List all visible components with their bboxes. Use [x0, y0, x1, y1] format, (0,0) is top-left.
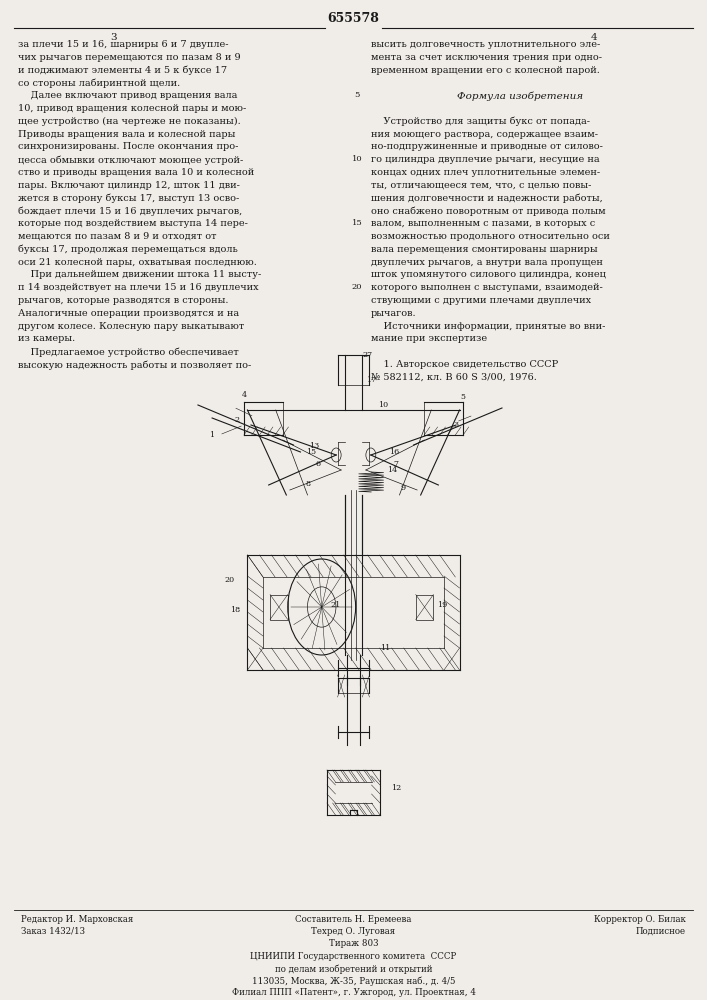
Text: 5: 5 — [460, 393, 466, 401]
Text: двуплечих рычагов, а внутри вала пропущен: двуплечих рычагов, а внутри вала пропуще… — [371, 258, 603, 267]
Text: временном вращении его с колесной парой.: временном вращении его с колесной парой. — [371, 66, 600, 75]
Text: мента за счет исключения трения при одно-: мента за счет исключения трения при одно… — [371, 53, 602, 62]
Text: ты, отличающееся тем, что, с целью повы-: ты, отличающееся тем, что, с целью повы- — [371, 181, 592, 190]
Text: Источники информации, принятые во вни-: Источники информации, принятые во вни- — [371, 322, 606, 331]
Text: Техред О. Луговая: Техред О. Луговая — [311, 927, 396, 936]
Text: оно снабжено поворотным от привода полым: оно снабжено поворотным от привода полым — [371, 206, 606, 216]
Text: 9: 9 — [400, 484, 406, 492]
Text: ство и приводы вращения вала 10 и колесной: ство и приводы вращения вала 10 и колесн… — [18, 168, 254, 177]
Text: 4: 4 — [241, 391, 247, 399]
Text: Редактор И. Марховская: Редактор И. Марховская — [21, 915, 134, 924]
Text: 2: 2 — [234, 416, 240, 424]
Bar — [416, 594, 433, 619]
Text: 21: 21 — [331, 601, 341, 609]
Text: Заказ 1432/13: Заказ 1432/13 — [21, 927, 86, 936]
Text: Предлагаемое устройство обеспечивает: Предлагаемое устройство обеспечивает — [18, 347, 238, 357]
Text: 655578: 655578 — [327, 12, 380, 25]
Text: 4: 4 — [590, 33, 597, 42]
Text: валом, выполненным с пазами, в которых с: валом, выполненным с пазами, в которых с — [371, 219, 595, 228]
Text: 1: 1 — [209, 431, 215, 439]
Text: шения долговечности и надежности работы,: шения долговечности и надежности работы, — [371, 194, 603, 203]
Text: 14: 14 — [387, 466, 397, 474]
Text: При дальнейшем движении штока 11 высту-: При дальнейшем движении штока 11 высту- — [18, 270, 261, 279]
Text: 3: 3 — [110, 33, 117, 42]
Text: 7: 7 — [393, 460, 399, 468]
Text: 15: 15 — [306, 448, 316, 456]
Text: Тираж 803: Тираж 803 — [329, 939, 378, 948]
Text: возможностью продольного относительно оси: возможностью продольного относительно ос… — [371, 232, 610, 241]
Text: Приводы вращения вала и колесной пары: Приводы вращения вала и колесной пары — [18, 130, 235, 139]
Text: Далее включают привод вращения вала: Далее включают привод вращения вала — [18, 91, 237, 100]
Text: ЦНИИПИ Государственного комитета  СССР: ЦНИИПИ Государственного комитета СССР — [250, 952, 457, 961]
Text: щее устройство (на чертеже не показаны).: щее устройство (на чертеже не показаны). — [18, 117, 240, 126]
Text: высить долговечность уплотнительного эле-: высить долговечность уплотнительного эле… — [371, 40, 600, 49]
Text: мещаются по пазам 8 и 9 и отходят от: мещаются по пазам 8 и 9 и отходят от — [18, 232, 216, 241]
Text: Формула изобретения: Формула изобретения — [457, 91, 583, 101]
Text: 20: 20 — [352, 283, 362, 291]
Text: по делам изобретений и открытий: по делам изобретений и открытий — [275, 964, 432, 974]
Text: мание при экспертизе: мание при экспертизе — [371, 334, 487, 343]
Text: шток упомянутого силового цилиндра, конец: шток упомянутого силового цилиндра, коне… — [371, 270, 606, 279]
Text: 17: 17 — [366, 376, 376, 384]
Text: ния моющего раствора, содержащее взаим-: ния моющего раствора, содержащее взаим- — [371, 130, 598, 139]
Text: которого выполнен с выступами, взаимодей-: которого выполнен с выступами, взаимодей… — [371, 283, 603, 292]
Text: синхронизированы. После окончания про-: синхронизированы. После окончания про- — [18, 142, 238, 151]
Text: № 582112, кл. В 60 S 3/00, 1976.: № 582112, кл. В 60 S 3/00, 1976. — [371, 373, 537, 382]
Text: Корректор О. Билак: Корректор О. Билак — [594, 915, 686, 924]
Text: концах одних плеч уплотнительные элемен-: концах одних плеч уплотнительные элемен- — [371, 168, 600, 177]
Text: рычагов, которые разводятся в стороны.: рычагов, которые разводятся в стороны. — [18, 296, 228, 305]
Text: 1. Авторское свидетельство СССР: 1. Авторское свидетельство СССР — [371, 360, 559, 369]
Text: из камеры.: из камеры. — [18, 334, 75, 343]
Text: вала перемещения смонтированы шарниры: вала перемещения смонтированы шарниры — [371, 245, 598, 254]
Text: 5: 5 — [354, 91, 360, 99]
Text: 13: 13 — [310, 442, 320, 450]
Text: Аналогичные операции производятся и на: Аналогичные операции производятся и на — [18, 309, 239, 318]
Text: за плечи 15 и 16, шарниры 6 и 7 двупле-: за плечи 15 и 16, шарниры 6 и 7 двупле- — [18, 40, 228, 49]
Text: п 14 воздействует на плечи 15 и 16 двуплечих: п 14 воздействует на плечи 15 и 16 двупл… — [18, 283, 258, 292]
Text: но-подпружиненные и приводные от силово-: но-подпружиненные и приводные от силово- — [371, 142, 603, 151]
Text: 15: 15 — [351, 219, 363, 227]
Text: Филиал ППП «Патент», г. Ужгород, ул. Проектная, 4: Филиал ППП «Патент», г. Ужгород, ул. Про… — [232, 988, 475, 997]
Text: высокую надежность работы и позволяет по-: высокую надежность работы и позволяет по… — [18, 360, 251, 370]
Text: 10, привод вращения колесной пары и мою-: 10, привод вращения колесной пары и мою- — [18, 104, 246, 113]
Text: чих рычагов перемещаются по пазам 8 и 9: чих рычагов перемещаются по пазам 8 и 9 — [18, 53, 240, 62]
Text: другом колесе. Колесную пару выкатывают: другом колесе. Колесную пару выкатывают — [18, 322, 244, 331]
Text: 3: 3 — [453, 421, 459, 429]
Text: 10: 10 — [351, 155, 363, 163]
Text: Подписное: Подписное — [636, 927, 686, 936]
Text: цесса обмывки отключают моющее устрой-: цесса обмывки отключают моющее устрой- — [18, 155, 243, 165]
Text: 113035, Москва, Ж-35, Раушская наб., д. 4/5: 113035, Москва, Ж-35, Раушская наб., д. … — [252, 976, 455, 986]
Text: со стороны лабиринтной щели.: со стороны лабиринтной щели. — [18, 78, 180, 88]
Text: 8: 8 — [305, 480, 310, 488]
Text: и поджимают элементы 4 и 5 к буксе 17: и поджимают элементы 4 и 5 к буксе 17 — [18, 66, 227, 75]
Text: оси 21 колесной пары, охватывая последнюю.: оси 21 колесной пары, охватывая последню… — [18, 258, 257, 267]
Text: 18: 18 — [230, 606, 240, 614]
Text: 27: 27 — [363, 351, 373, 359]
Text: 19: 19 — [437, 601, 447, 609]
Text: 6: 6 — [315, 460, 321, 468]
Text: 20: 20 — [225, 576, 235, 584]
Text: бождает плечи 15 и 16 двуплечих рычагов,: бождает плечи 15 и 16 двуплечих рычагов, — [18, 206, 242, 216]
Text: жется в сторону буксы 17, выступ 13 осво-: жется в сторону буксы 17, выступ 13 осво… — [18, 194, 239, 203]
Text: 10: 10 — [378, 401, 388, 409]
Text: которые под воздействием выступа 14 пере-: которые под воздействием выступа 14 пере… — [18, 219, 247, 228]
Text: ствующими с другими плечами двуплечих: ствующими с другими плечами двуплечих — [371, 296, 591, 305]
Text: Устройство для защиты букс от попада-: Устройство для защиты букс от попада- — [371, 117, 590, 126]
Text: рычагов.: рычагов. — [371, 309, 417, 318]
Text: Составитель Н. Еремеева: Составитель Н. Еремеева — [296, 915, 411, 924]
Text: 12: 12 — [391, 784, 401, 792]
Text: го цилиндра двуплечие рычаги, несущие на: го цилиндра двуплечие рычаги, несущие на — [371, 155, 600, 164]
Text: 11: 11 — [380, 644, 390, 652]
Bar — [270, 594, 288, 619]
Text: пары. Включают цилиндр 12, шток 11 дви-: пары. Включают цилиндр 12, шток 11 дви- — [18, 181, 240, 190]
Text: буксы 17, продолжая перемещаться вдоль: буксы 17, продолжая перемещаться вдоль — [18, 245, 238, 254]
Text: 16: 16 — [390, 448, 399, 456]
